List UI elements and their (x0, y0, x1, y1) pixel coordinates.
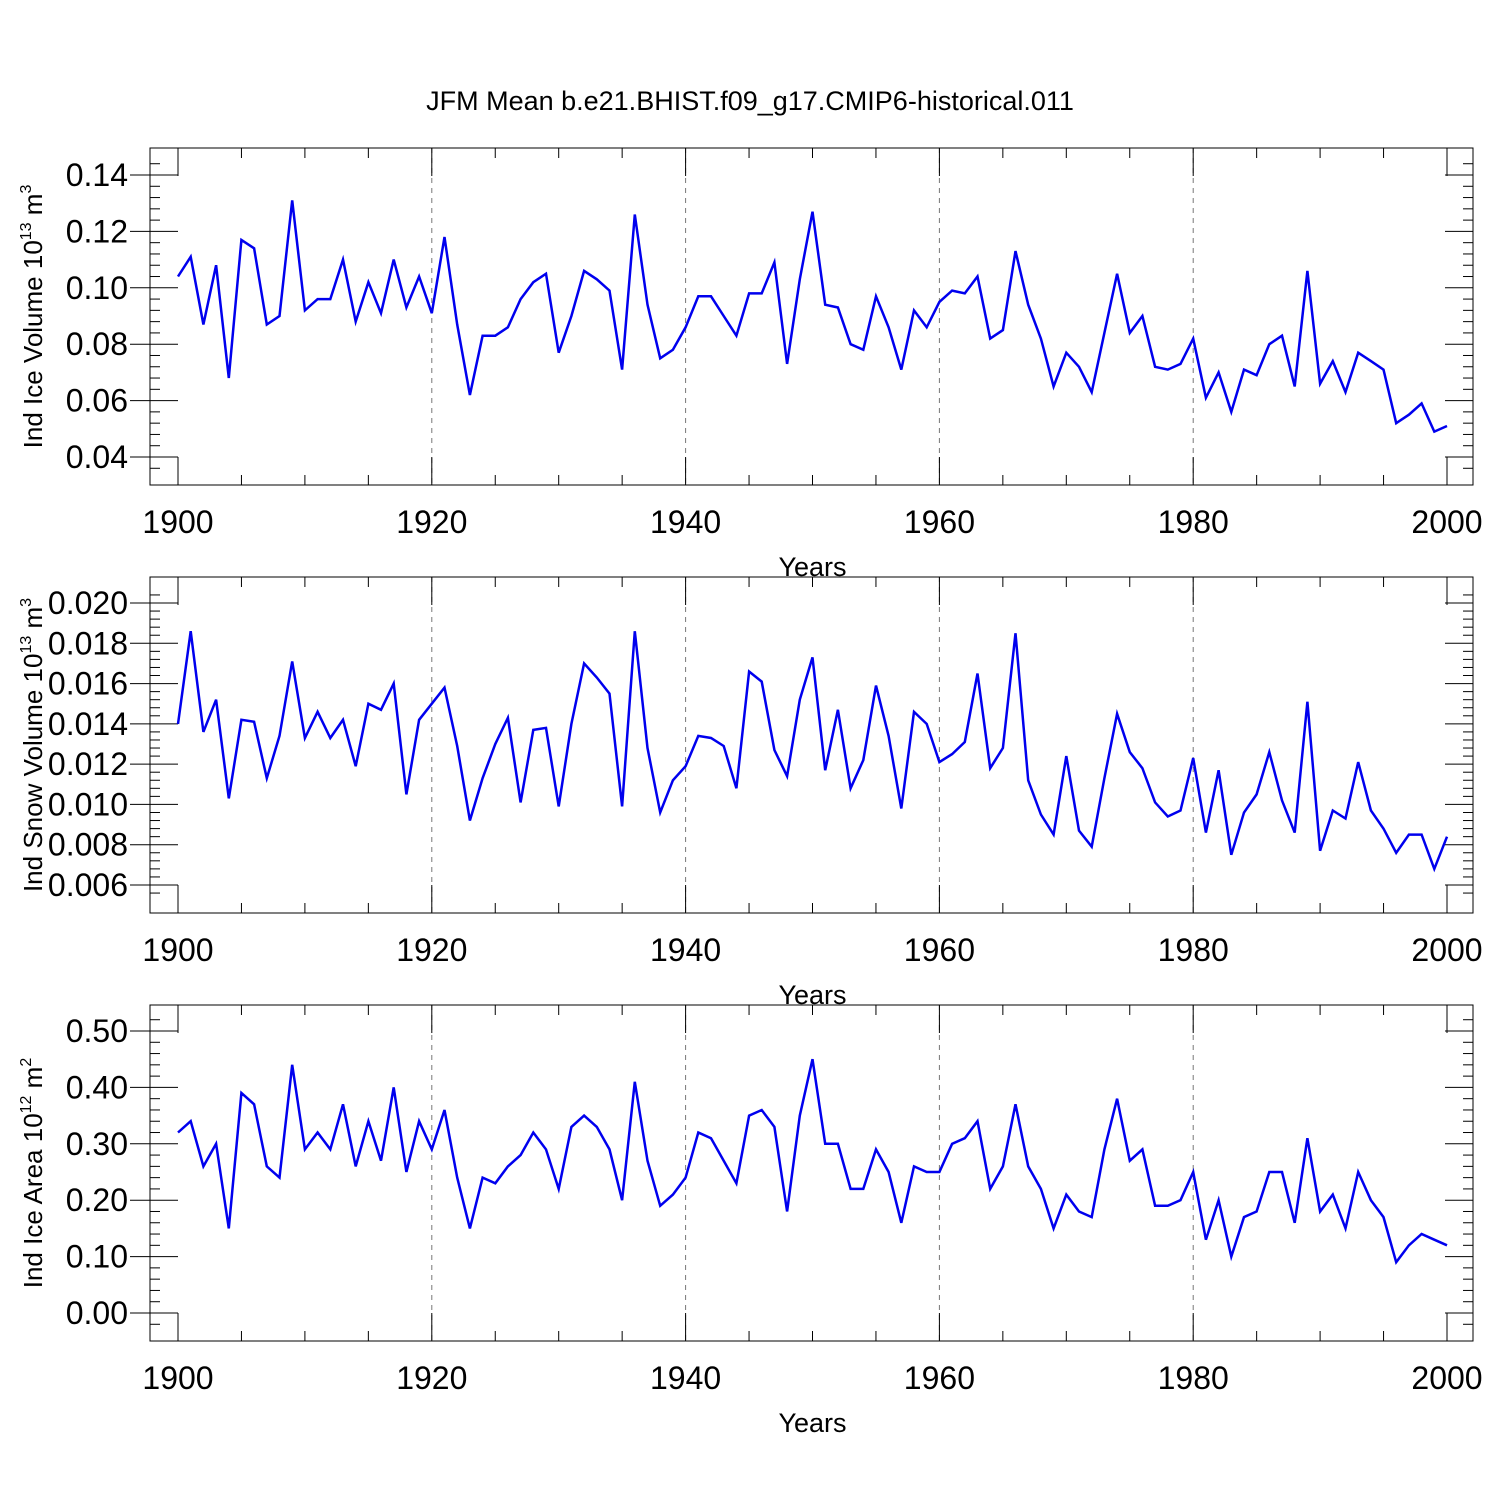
y-tick-label: 0.40 (66, 1069, 128, 1105)
x-tick-label: 1940 (650, 1360, 721, 1396)
y-axis-label-superscript: 13 (18, 222, 35, 240)
y-tick-label: 0.012 (48, 746, 128, 782)
y-axis-label-superscript: 3 (18, 185, 35, 194)
x-tick-label: 1980 (1158, 1360, 1229, 1396)
x-tick-label: 2000 (1411, 932, 1482, 968)
y-tick-label: 0.020 (48, 585, 128, 621)
y-tick-label: 0.20 (66, 1182, 128, 1218)
x-tick-label: 1980 (1158, 504, 1229, 540)
y-tick-label: 0.016 (48, 666, 128, 702)
plot-frame (149, 147, 1474, 486)
y-axis-label-superscript: 13 (18, 636, 35, 654)
chart-panel-ice-area: 1900 1920 1940 1960 1980 2000 Years 0.00 0.10 0.2… (18, 1004, 1483, 1438)
chart-panel-snow-volume: 1900 1920 1940 1960 1980 2000Years0.0060.0080… (18, 576, 1483, 1010)
plot-frame (149, 576, 1474, 914)
plot-frame (149, 1004, 1474, 1342)
x-tick-label: 1900 (142, 1360, 213, 1396)
plots-container: 1900 1920 1940 1960 1980 2000 Years 0.04 0.06 0.0… (18, 147, 1483, 1438)
y-axis-label: Ind Ice Area 1012 m2 (18, 1058, 48, 1289)
y-axis-label-superscript: 3 (18, 598, 35, 607)
series-line-snow-volume (176, 631, 1449, 873)
x-tick-label: 1940 (650, 932, 721, 968)
y-tick-label: 0.010 (48, 786, 128, 822)
y-tick-label: 0.10 (66, 1239, 128, 1275)
y-tick-label: 0.018 (48, 625, 128, 661)
y-axis-label-text: m (18, 1067, 48, 1096)
y-tick-label: 0.50 (66, 1013, 128, 1049)
chart-title: JFM Mean b.e21.BHIST.f09_g17.CMIP6-histo… (426, 86, 1074, 116)
y-tick-label: 0.12 (66, 213, 128, 249)
y-axis-label-text: m (18, 607, 48, 636)
y-axis-label: Ind Ice Volume 1013 m3 (18, 185, 48, 449)
y-axis-label-text: Ind Ice Volume 10 (18, 240, 48, 448)
y-tick-label: 0.006 (48, 867, 128, 903)
x-tick-label: 2000 (1411, 1360, 1482, 1396)
series-line-ice-volume (176, 200, 1448, 434)
x-tick-label: 2000 (1411, 504, 1482, 540)
x-tick-label: 1940 (650, 504, 721, 540)
series-line-ice-area (177, 1058, 1448, 1265)
x-tick-label: 1920 (396, 1360, 467, 1396)
y-tick-label: 0.00 (66, 1295, 128, 1331)
y-tick-label: 0.06 (66, 383, 128, 419)
y-axis-label-superscript: 2 (18, 1058, 35, 1067)
x-tick-label: 1980 (1158, 932, 1229, 968)
y-tick-label: 0.014 (48, 706, 128, 742)
x-tick-label: 1960 (904, 932, 975, 968)
x-axis-label: Years (778, 1408, 846, 1438)
y-tick-label: 0.04 (66, 439, 128, 475)
x-tick-label: 1920 (396, 504, 467, 540)
y-axis-label-text: Ind Ice Area 10 (18, 1113, 48, 1288)
y-tick-label: 0.10 (66, 270, 128, 306)
chart-panel-ice-volume: 1900 1920 1940 1960 1980 2000Years0.040.060.0… (18, 147, 1483, 582)
y-axis-label-text: Ind Snow Volume 10 (18, 654, 48, 893)
x-tick-label: 1900 (142, 932, 213, 968)
y-axis-label: Ind Snow Volume 1013 m3 (18, 598, 48, 892)
x-tick-label: 1920 (396, 932, 467, 968)
y-tick-label: 0.008 (48, 827, 128, 863)
x-tick-label: 1900 (142, 504, 213, 540)
y-tick-label: 0.08 (66, 326, 128, 362)
y-axis-label-superscript: 12 (18, 1095, 35, 1113)
y-tick-label: 0.30 (66, 1126, 128, 1162)
y-axis-label-text: m (18, 194, 48, 223)
x-tick-label: 1960 (904, 1360, 975, 1396)
y-tick-label: 0.14 (66, 157, 128, 193)
x-tick-label: 1960 (904, 504, 975, 540)
